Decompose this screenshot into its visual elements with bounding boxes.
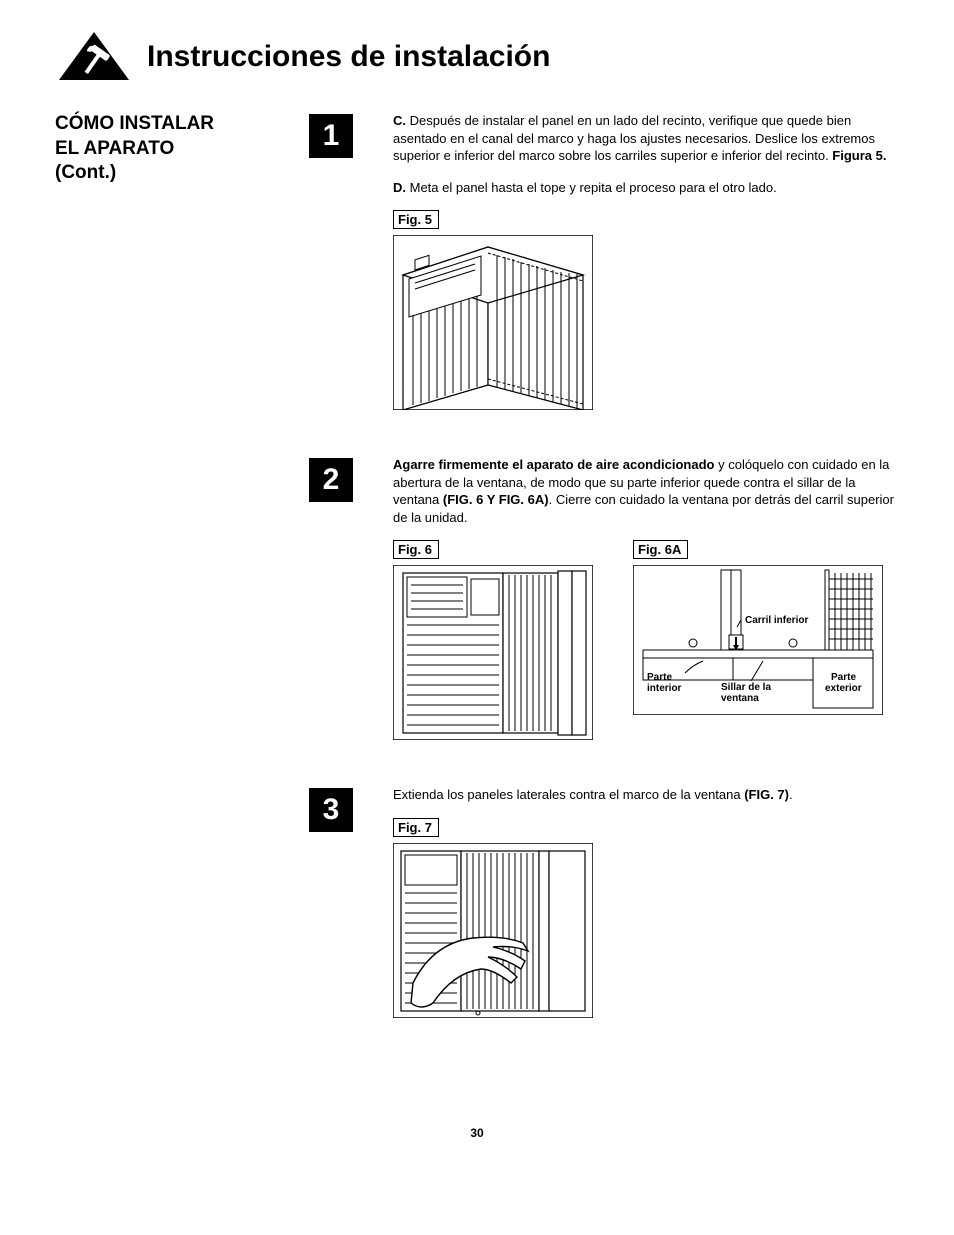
hammer-warning-icon	[55, 30, 133, 84]
svg-text:Parte: Parte	[831, 672, 856, 683]
step-3-content: Extienda los paneles laterales contra el…	[393, 786, 899, 1036]
step-number-1: 1	[309, 114, 353, 158]
step-number-2: 2	[309, 458, 353, 502]
step-number-3: 3	[309, 788, 353, 832]
fig6a-label-top: Carril inferior	[745, 615, 808, 626]
section-heading: CÓMO INSTALAR EL APARATO (Cont.)	[55, 112, 295, 428]
svg-text:ventana: ventana	[721, 693, 759, 704]
figure-6: Fig. 6	[393, 540, 593, 740]
page-title: Instrucciones de instalación	[147, 40, 550, 74]
figure-7: Fig. 7	[393, 818, 899, 1018]
svg-text:Sillar de la: Sillar de la	[721, 682, 771, 693]
step-1-content: C. Después de instalar el panel en un la…	[393, 112, 899, 428]
svg-text:exterior: exterior	[825, 683, 862, 694]
step-2-content: Agarre firmemente el aparato de aire aco…	[393, 456, 899, 758]
figure-5: Fig. 5	[393, 210, 899, 410]
page-number: 30	[55, 1126, 899, 1140]
svg-text:Parte: Parte	[647, 672, 672, 683]
figure-6a: Fig. 6A	[633, 540, 883, 740]
svg-text:interior: interior	[647, 683, 682, 694]
